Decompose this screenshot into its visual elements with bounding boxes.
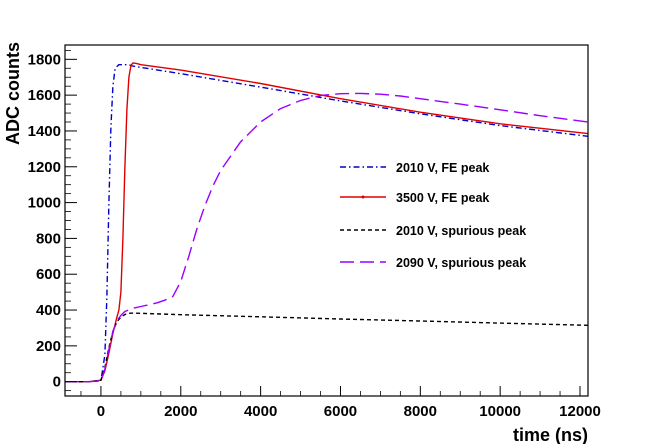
legend-label-2: 3500 V, FE peak [396, 191, 489, 205]
legend-label-4: 2090 V, spurious peak [396, 256, 526, 270]
y-tick-label: 1200 [28, 159, 61, 176]
y-tick-label: 1400 [28, 123, 61, 140]
series-line-3 [65, 312, 589, 383]
ticks-layer: 0 200 400 600 800 1000 1200 1400 1600 1800 0 2000 40… [28, 49, 601, 420]
x-tick-label: 12000 [559, 403, 601, 420]
x-axis-title: time (ns) [513, 425, 588, 444]
x-tick-label: 0 [97, 403, 105, 420]
x-tick-label: 4000 [244, 403, 277, 420]
legend-marker [361, 195, 365, 199]
x-tick-label: 8000 [404, 403, 437, 420]
legend: 2010 V, FE peak 3500 V, FE peak 2010 V, sp… [340, 161, 526, 270]
y-tick-label: 1800 [28, 51, 61, 68]
series-line-4 [65, 92, 589, 383]
y-tick-label: 0 [53, 374, 61, 391]
y-tick-label: 800 [36, 230, 61, 247]
y-tick-label: 1600 [28, 87, 61, 104]
x-tick-label: 6000 [324, 403, 357, 420]
legend-label-3: 2010 V, spurious peak [396, 224, 526, 238]
y-tick-label: 1000 [28, 195, 61, 212]
x-tick-label: 10000 [479, 403, 521, 420]
x-tick-label: 2000 [164, 403, 197, 420]
y-tick-label: 600 [36, 266, 61, 283]
legend-label-1: 2010 V, FE peak [396, 161, 489, 175]
y-tick-label: 200 [36, 338, 61, 355]
series-layer [65, 62, 589, 383]
y-axis-title: ADC counts [3, 42, 23, 145]
y-tick-label: 400 [36, 302, 61, 319]
series-line-1 [65, 63, 589, 383]
